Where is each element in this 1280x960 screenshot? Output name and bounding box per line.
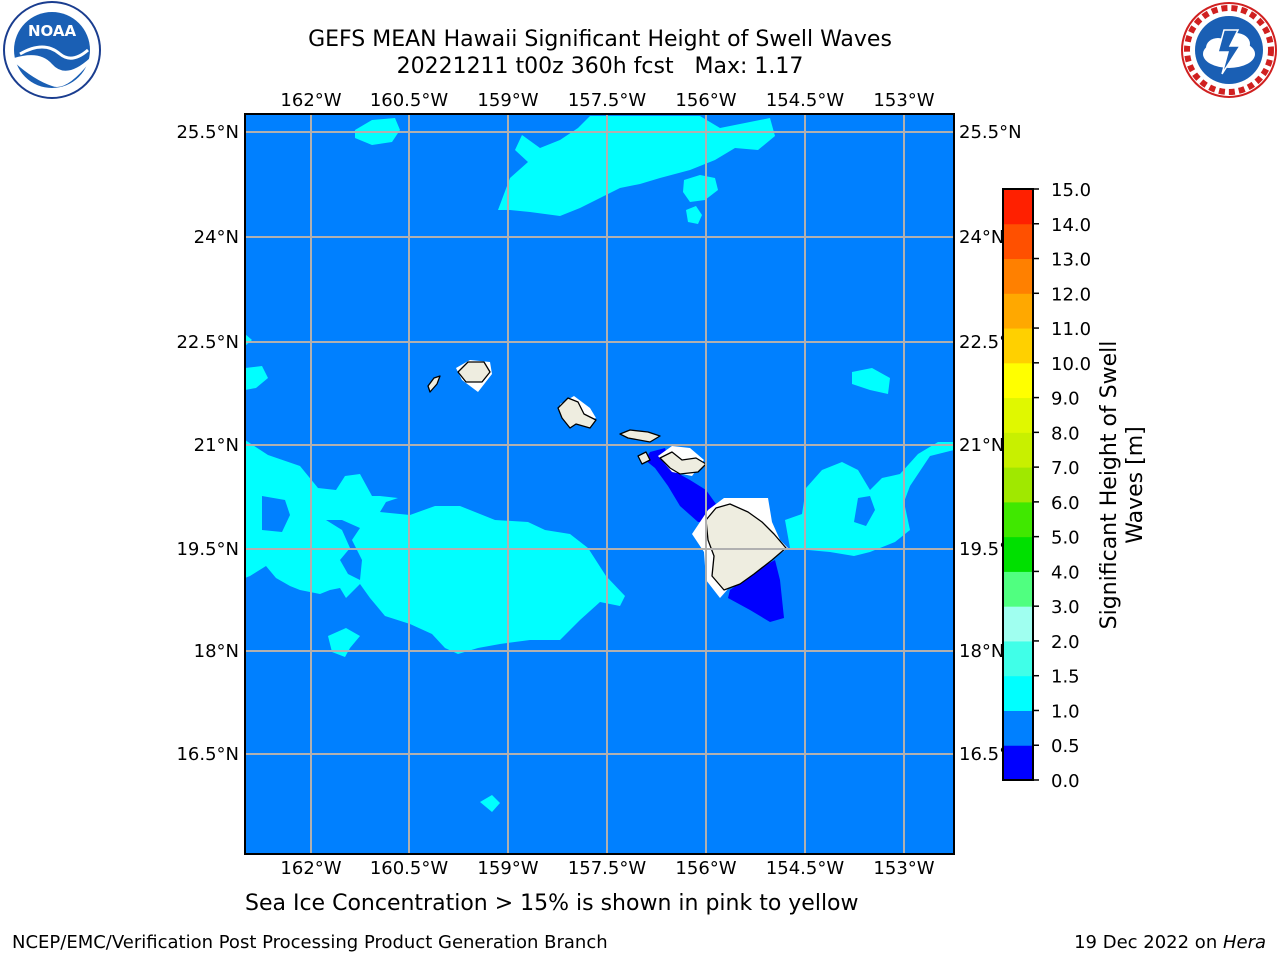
- colorbar-segment: [1003, 293, 1033, 329]
- colorbar-title-line2: Waves [m]: [1123, 426, 1148, 543]
- colorbar-segment: [1003, 745, 1033, 781]
- colorbar-segment: [1003, 571, 1033, 607]
- lon-label: 162°W: [280, 858, 341, 879]
- colorbar-level-label: 7.0: [1051, 458, 1080, 479]
- swell-contour-blue: [645, 448, 784, 622]
- colorbar-level-label: 1.5: [1051, 667, 1080, 688]
- map-frame: [244, 113, 955, 855]
- colorbar-level-label: 2.0: [1051, 632, 1080, 653]
- colorbar-frame: [1002, 188, 1034, 781]
- colorbar-segment: [1003, 328, 1033, 364]
- colorbar-level-label: 15.0: [1051, 180, 1091, 201]
- colorbar-segment: [1003, 606, 1033, 642]
- colorbar-segment: [1003, 467, 1033, 503]
- lon-label: 157.5°W: [568, 90, 647, 111]
- colorbar-segment: [1003, 362, 1033, 399]
- colorbar-segment: [1003, 397, 1033, 433]
- colorbar-level-label: 0.0: [1051, 771, 1080, 792]
- colorbar-level-label: 14.0: [1051, 215, 1091, 236]
- footer-date-text: 19 Dec 2022 on: [1074, 932, 1223, 953]
- colorbar-level-label: 10.0: [1051, 354, 1091, 375]
- lon-label: 153°W: [873, 858, 934, 879]
- colorbar-level-label: 8.0: [1051, 423, 1080, 444]
- lat-label: 21°N: [959, 435, 1004, 456]
- lon-labels-top: 162°W 160.5°W 159°W 157.5°W 156°W 154.5°…: [280, 90, 934, 111]
- lon-label: 159°W: [477, 858, 538, 879]
- island-hawaii: [705, 503, 787, 591]
- colorbar-labels: 0.0 0.5 1.0 1.5 2.0 3.0 4.0 5.0 6.0 7.0 8.0 9.0 10.0…: [1033, 180, 1091, 792]
- footer-date: 19 Dec 2022 on Hera: [1074, 932, 1266, 953]
- chart-subtitle-run: 20221211 t00z 360h fcst Max: 1.17: [396, 54, 804, 79]
- island-molokai: [619, 429, 661, 443]
- colorbar-title-line1: Significant Height of Swell: [1097, 341, 1122, 630]
- lat-label: 22.5°N: [176, 332, 239, 353]
- colorbar-level-label: 11.0: [1051, 319, 1091, 340]
- lon-label: 160.5°W: [370, 858, 449, 879]
- map-area: [245, 114, 954, 854]
- colorbar-segment: [1003, 640, 1033, 677]
- lon-label: 157.5°W: [568, 858, 647, 879]
- lon-label: 160.5°W: [370, 90, 449, 111]
- colorbar-level-label: 0.5: [1051, 736, 1080, 757]
- grid-lines: [245, 114, 954, 854]
- lon-label: 153°W: [873, 90, 934, 111]
- colorbar-segment: [1003, 189, 1033, 225]
- colorbar-level-label: 5.0: [1051, 528, 1080, 549]
- sea-ice-note: Sea Ice Concentration > 15% is shown in …: [245, 891, 859, 916]
- lon-label: 154.5°W: [766, 858, 845, 879]
- colorbar-segment: [1003, 501, 1033, 538]
- colorbar-level-label: 12.0: [1051, 284, 1091, 305]
- colorbar-segment: [1003, 223, 1033, 260]
- lon-labels-bottom: 162°W 160.5°W 159°W 157.5°W 156°W 154.5°…: [280, 858, 934, 879]
- lat-labels-left: 25.5°N 24°N 22.5°N 21°N 19.5°N 18°N 16.5…: [176, 122, 239, 765]
- colorbar-level-label: 1.0: [1051, 701, 1080, 722]
- colorbar-title: Significant Height of Swell Waves [m]: [1097, 341, 1148, 630]
- noaa-logo-icon: NOAA: [3, 1, 101, 99]
- lon-label: 154.5°W: [766, 90, 845, 111]
- colorbar-level-label: 3.0: [1051, 597, 1080, 618]
- lat-label: 25.5°N: [176, 122, 239, 143]
- chart-title: GEFS MEAN Hawaii Significant Height of S…: [308, 27, 892, 52]
- colorbar-level-label: 6.0: [1051, 493, 1080, 514]
- colorbar-level-label: 4.0: [1051, 562, 1080, 583]
- svg-text:NOAA: NOAA: [28, 22, 77, 40]
- lon-label: 156°W: [675, 858, 736, 879]
- footer-machine: Hera: [1222, 932, 1266, 953]
- colorbar: [1003, 189, 1033, 781]
- island-niihau: [427, 375, 441, 393]
- lon-label: 156°W: [675, 90, 736, 111]
- island-kauai: [457, 361, 491, 383]
- islands: [427, 361, 787, 591]
- colorbar-level-label: 9.0: [1051, 389, 1080, 410]
- footer-org: NCEP/EMC/Verification Post Processing Pr…: [12, 932, 608, 953]
- colorbar-segment: [1003, 675, 1033, 711]
- lat-label: 24°N: [194, 227, 239, 248]
- lon-label: 162°W: [280, 90, 341, 111]
- colorbar-segment: [1003, 432, 1033, 468]
- lat-label: 19.5°N: [176, 539, 239, 560]
- colorbar-level-label: 13.0: [1051, 250, 1091, 271]
- lat-label: 18°N: [959, 641, 1004, 662]
- colorbar-segment: [1003, 710, 1033, 746]
- island-oahu: [557, 397, 597, 429]
- lon-label: 159°W: [477, 90, 538, 111]
- lat-label: 16.5°N: [176, 744, 239, 765]
- lat-label: 18°N: [194, 641, 239, 662]
- colorbar-segment: [1003, 536, 1033, 572]
- lat-label: 25.5°N: [959, 122, 1022, 143]
- lat-label: 24°N: [959, 227, 1004, 248]
- lat-label: 21°N: [194, 435, 239, 456]
- nws-logo-icon: [1181, 2, 1277, 98]
- island-lanai: [637, 451, 651, 465]
- colorbar-segment: [1003, 258, 1033, 294]
